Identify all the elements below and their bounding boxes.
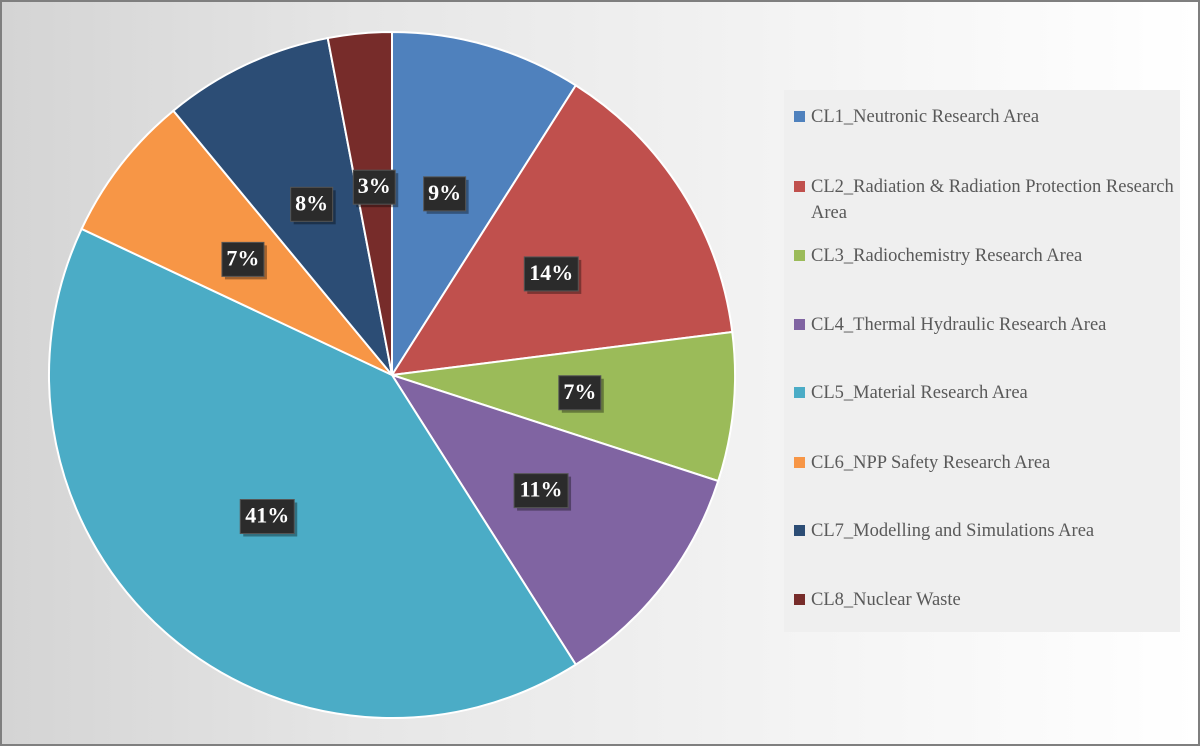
legend-label: CL6_NPP Safety Research Area xyxy=(811,453,1051,473)
legend-swatch xyxy=(794,594,805,605)
data-label-text: 3% xyxy=(358,173,391,198)
legend-label: CL8_Nuclear Waste xyxy=(811,590,961,610)
legend-label: CL2_Radiation & Radiation Protection Res… xyxy=(811,177,1174,223)
legend-item: CL6_NPP Safety Research Area xyxy=(794,450,1174,476)
data-label-text: 41% xyxy=(245,503,289,528)
data-label: 8% xyxy=(290,186,336,225)
pie-slice xyxy=(171,36,393,376)
data-label-text: 9% xyxy=(428,180,461,205)
legend-label: CL1_Neutronic Research Area xyxy=(811,107,1040,127)
data-label: 7% xyxy=(221,241,267,280)
data-label-text: 7% xyxy=(226,245,259,270)
legend-swatch xyxy=(794,387,805,398)
data-label-box xyxy=(513,473,569,509)
data-label-box xyxy=(290,186,334,222)
data-label-text: 8% xyxy=(295,190,328,215)
legend-label: CL5_Material Research Area xyxy=(811,383,1028,403)
legend-item: CL4_Thermal Hydraulic Research Area xyxy=(794,312,1174,338)
legend-item: CL5_Material Research Area xyxy=(794,380,1174,406)
legend-swatch xyxy=(794,319,805,330)
data-label: 11% xyxy=(513,473,572,511)
data-label-box xyxy=(239,499,295,535)
pie-data-labels: 9% 14% 7% 11% 41% 7% 8% 3% xyxy=(221,169,604,537)
legend-swatch xyxy=(794,250,805,261)
data-label-box xyxy=(352,169,396,205)
data-label-text: 7% xyxy=(563,379,596,404)
data-label: 3% xyxy=(352,169,399,208)
legend-swatch xyxy=(794,525,805,536)
pie-slice xyxy=(391,30,578,379)
pie-slice xyxy=(390,84,734,377)
legend-label: CL7_Modelling and Simulations Area xyxy=(811,521,1095,541)
data-label: 14% xyxy=(523,256,582,294)
data-label-text: 14% xyxy=(529,260,573,285)
legend-swatch xyxy=(794,111,805,122)
data-label: 41% xyxy=(239,499,298,537)
legend-label: CL3_Radiochemistry Research Area xyxy=(811,246,1083,266)
legend: CL1_Neutronic Research Area CL2_Radiatio… xyxy=(784,90,1180,632)
legend-label: CL4_Thermal Hydraulic Research Area xyxy=(811,315,1107,335)
pie-slice xyxy=(389,373,720,666)
legend-swatch xyxy=(794,181,805,192)
pie-slice xyxy=(48,227,578,719)
legend-swatch xyxy=(794,457,805,468)
data-label-box xyxy=(423,176,467,212)
data-label: 9% xyxy=(423,176,469,214)
legend-item: CL1_Neutronic Research Area xyxy=(794,104,1174,130)
data-label-box xyxy=(221,241,265,277)
data-label-box xyxy=(523,256,579,292)
legend-item: CL8_Nuclear Waste xyxy=(794,587,1174,613)
legend-item: CL3_Radiochemistry Research Area xyxy=(794,243,1174,269)
pie-chart: 9% 14% 7% 11% 41% 7% 8% 3% xyxy=(48,30,736,719)
legend-item: CL2_Radiation & Radiation Protection Res… xyxy=(794,174,1174,226)
pie-slices xyxy=(48,30,736,719)
legend-item: CL7_Modelling and Simulations Area xyxy=(794,518,1174,544)
data-label-text: 11% xyxy=(520,477,563,502)
data-label: 7% xyxy=(558,375,604,413)
data-label-box xyxy=(558,375,602,411)
